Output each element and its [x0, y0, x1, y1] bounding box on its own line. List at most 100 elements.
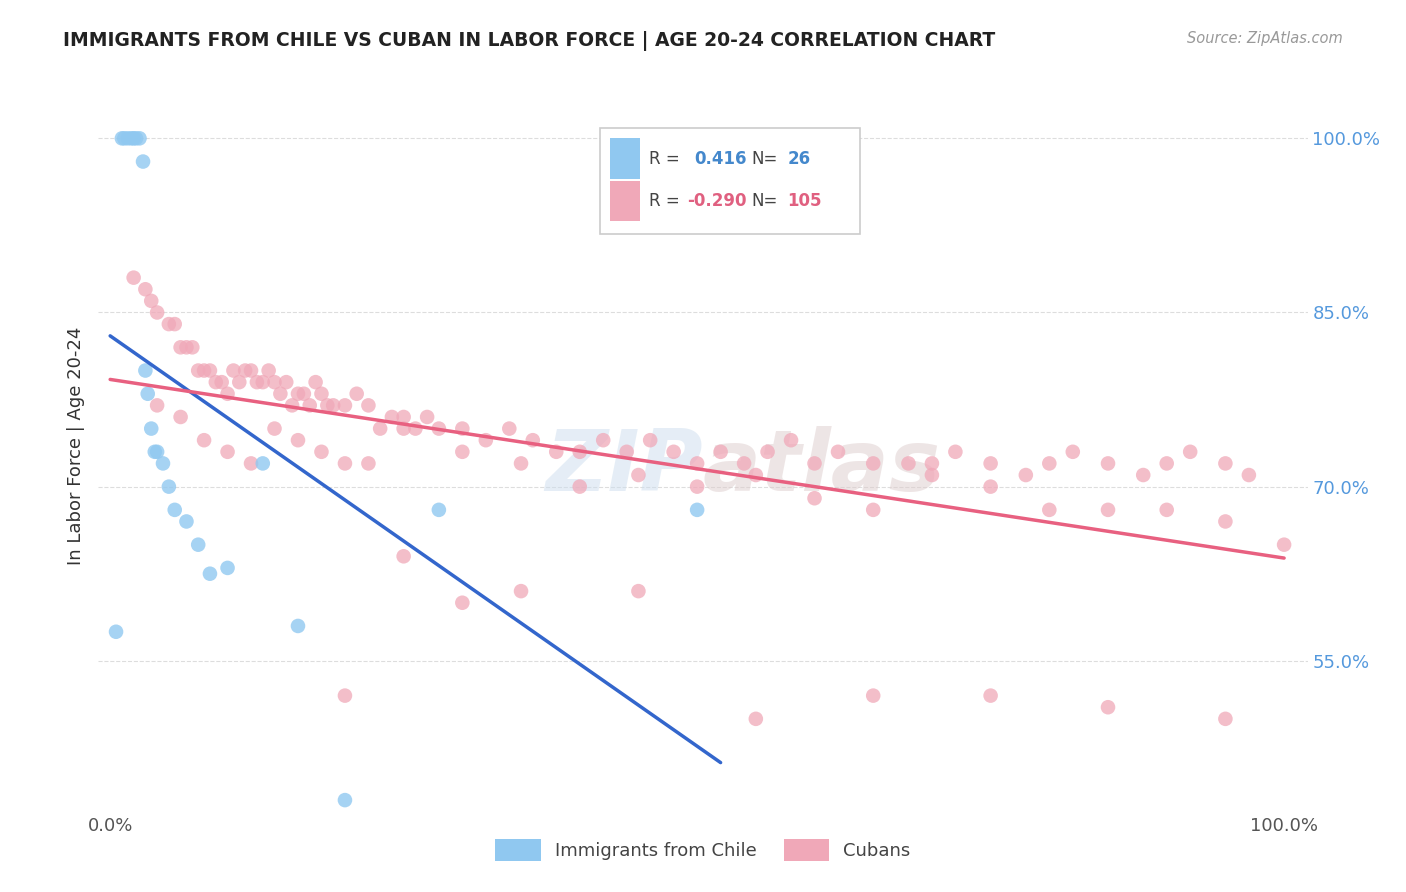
Point	[333, 689, 356, 703]
Point	[662, 445, 685, 459]
Point	[686, 503, 709, 517]
Point	[546, 445, 568, 459]
Point	[451, 596, 474, 610]
Text: R =: R =	[648, 150, 679, 168]
Point	[163, 317, 186, 331]
Text: Source: ZipAtlas.com: Source: ZipAtlas.com	[1187, 31, 1343, 46]
Point	[1097, 503, 1119, 517]
Point	[357, 398, 380, 412]
Point	[136, 386, 159, 401]
Point	[141, 293, 163, 308]
Point	[269, 386, 291, 401]
Point	[427, 421, 450, 435]
Point	[187, 363, 209, 377]
Point	[112, 131, 135, 145]
Point	[298, 398, 321, 412]
Point	[287, 386, 309, 401]
Point	[1038, 503, 1060, 517]
Point	[217, 561, 239, 575]
Point	[803, 457, 825, 471]
Point	[163, 503, 186, 517]
Point	[780, 433, 803, 447]
Point	[287, 619, 309, 633]
Point	[143, 445, 166, 459]
Point	[333, 398, 356, 412]
FancyBboxPatch shape	[610, 138, 640, 178]
Text: N=: N=	[751, 150, 778, 168]
Point	[1180, 445, 1202, 459]
Point	[322, 398, 344, 412]
Point	[125, 131, 148, 145]
Text: R =: R =	[648, 192, 679, 210]
Point	[146, 398, 169, 412]
Point	[333, 793, 356, 807]
Point	[451, 445, 474, 459]
Point	[122, 270, 145, 285]
Point	[134, 363, 156, 377]
Point	[263, 375, 285, 389]
Point	[128, 131, 150, 145]
Point	[921, 468, 943, 483]
Point	[451, 421, 474, 435]
Point	[287, 433, 309, 447]
Point	[416, 409, 439, 424]
Point	[980, 480, 1002, 494]
Point	[1097, 457, 1119, 471]
Point	[193, 363, 215, 377]
Point	[181, 340, 204, 354]
Point	[980, 457, 1002, 471]
Text: ZIP: ZIP	[546, 426, 703, 509]
Point	[176, 515, 198, 529]
Point	[1215, 712, 1237, 726]
Y-axis label: In Labor Force | Age 20-24: In Labor Force | Age 20-24	[66, 326, 84, 566]
Point	[862, 689, 884, 703]
Point	[346, 386, 368, 401]
Point	[522, 433, 544, 447]
Point	[1062, 445, 1084, 459]
Point	[392, 421, 415, 435]
Legend: Immigrants from Chile, Cubans: Immigrants from Chile, Cubans	[488, 832, 918, 869]
Point	[169, 409, 191, 424]
Point	[733, 457, 755, 471]
Point	[146, 305, 169, 319]
Point	[217, 386, 239, 401]
Point	[157, 317, 180, 331]
Point	[827, 445, 849, 459]
Point	[141, 421, 163, 435]
Point	[803, 491, 825, 506]
Point	[105, 624, 128, 639]
Point	[627, 584, 650, 599]
Point	[1272, 538, 1295, 552]
Point	[157, 480, 180, 494]
Point	[228, 375, 250, 389]
Point	[176, 340, 198, 354]
Text: 105: 105	[787, 192, 823, 210]
Point	[592, 433, 614, 447]
Point	[1156, 503, 1178, 517]
Point	[686, 480, 709, 494]
Point	[240, 363, 263, 377]
Point	[568, 480, 591, 494]
Point	[204, 375, 226, 389]
Point	[240, 457, 263, 471]
Text: 26: 26	[787, 150, 811, 168]
Point	[311, 445, 333, 459]
Point	[252, 375, 274, 389]
Point	[921, 457, 943, 471]
Point	[745, 468, 768, 483]
Point	[1215, 515, 1237, 529]
Point	[1132, 468, 1154, 483]
Point	[498, 421, 520, 435]
Point	[152, 457, 174, 471]
Point	[392, 409, 415, 424]
Point	[333, 457, 356, 471]
Point	[1156, 457, 1178, 471]
Point	[404, 421, 426, 435]
Point	[392, 549, 415, 564]
Point	[1097, 700, 1119, 714]
Point	[217, 445, 239, 459]
Point	[276, 375, 298, 389]
Point	[710, 445, 733, 459]
Point	[1215, 457, 1237, 471]
Point	[252, 457, 274, 471]
